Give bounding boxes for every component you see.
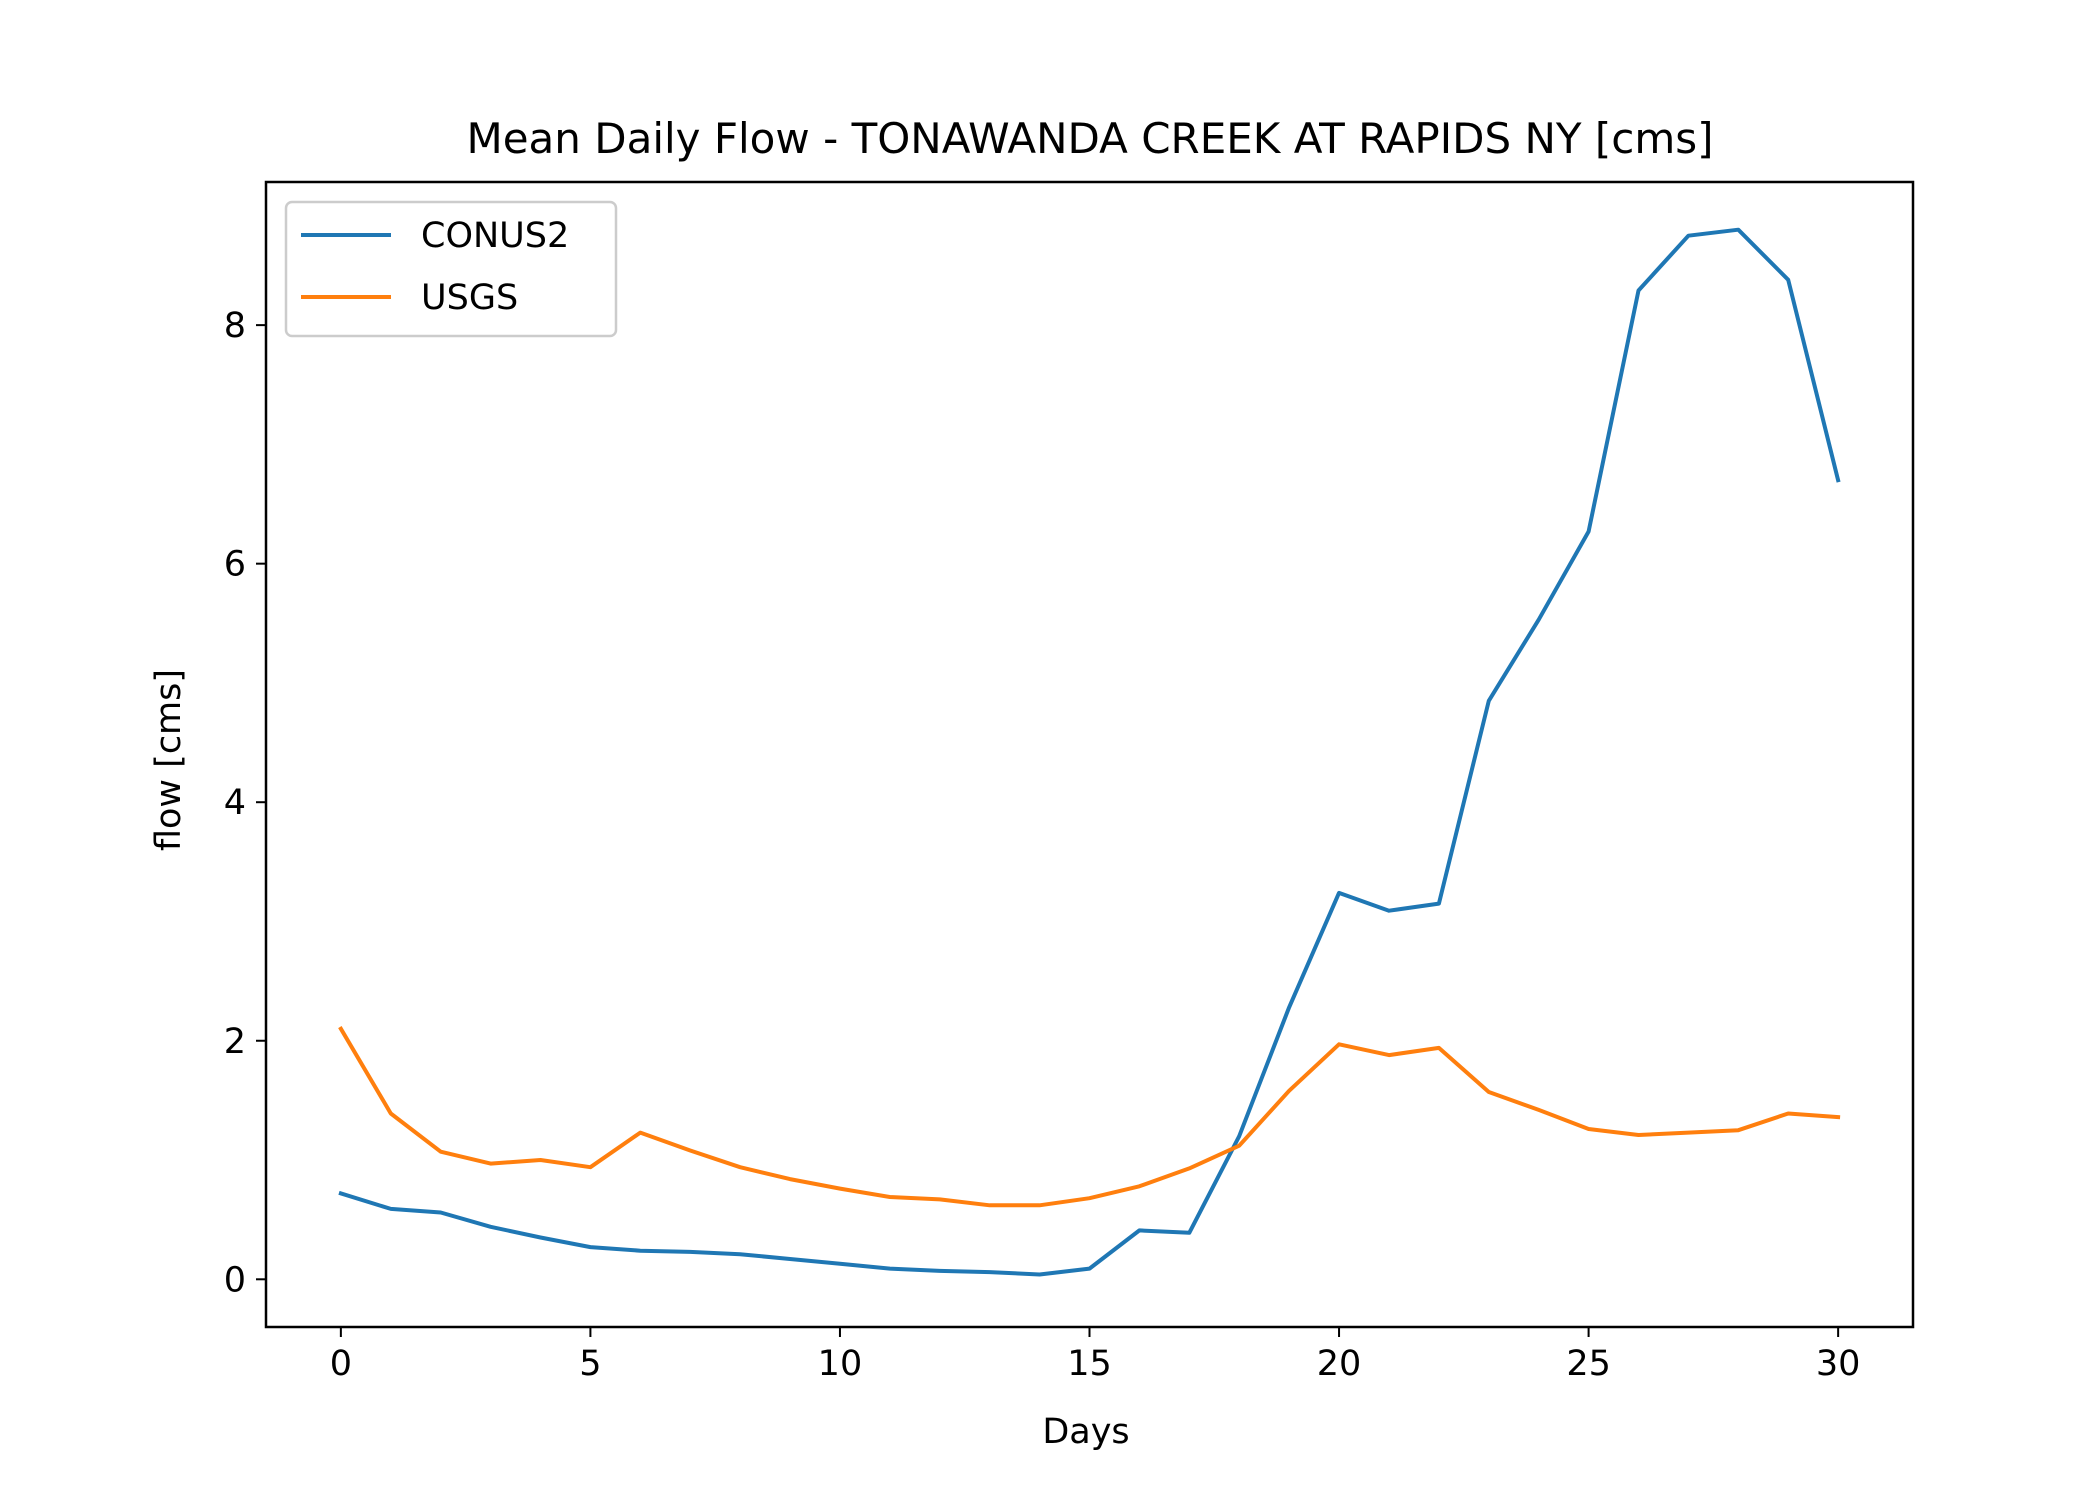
chart-title: Mean Daily Flow - TONAWANDA CREEK AT RAP… [466, 114, 1713, 163]
x-tick-label: 15 [1067, 1344, 1112, 1384]
x-tick-label: 30 [1816, 1344, 1861, 1384]
y-axis: 0 2 4 6 8 [224, 306, 266, 1300]
series-line-usgs [338, 1026, 1841, 1208]
series-layer [338, 227, 1841, 1277]
legend: CONUS2 USGS [284, 200, 618, 338]
y-axis-label: flow [cms] [149, 669, 189, 851]
y-tick-label: 6 [224, 545, 246, 585]
legend-label-conus2: CONUS2 [421, 216, 569, 256]
y-tick-label: 4 [224, 783, 246, 823]
x-tick-label: 20 [1317, 1344, 1362, 1384]
series-line-conus2 [338, 227, 1841, 1277]
y-tick-label: 8 [224, 306, 246, 346]
x-axis: 0 5 10 15 20 25 30 [330, 1327, 1861, 1384]
x-tick-label: 5 [579, 1344, 601, 1384]
y-tick-label: 2 [224, 1022, 246, 1062]
x-tick-label: 0 [330, 1344, 352, 1384]
x-tick-label: 10 [818, 1344, 863, 1384]
y-tick-label: 0 [224, 1260, 246, 1300]
x-axis-label: Days [1042, 1412, 1129, 1452]
x-tick-label: 25 [1566, 1344, 1611, 1384]
legend-label-usgs: USGS [421, 278, 518, 318]
